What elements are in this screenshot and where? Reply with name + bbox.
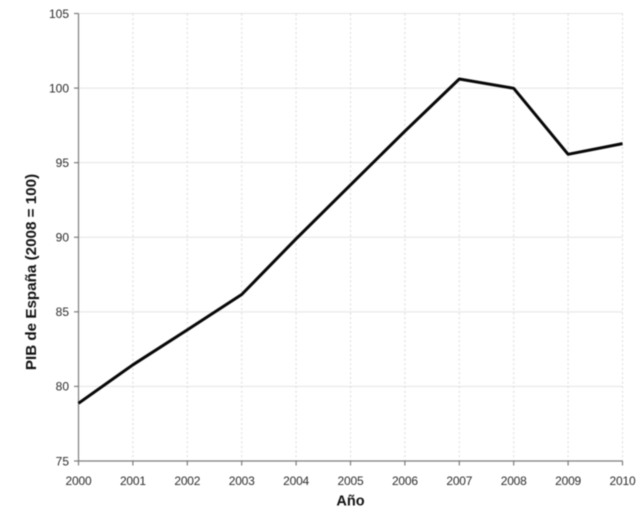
svg-text:85: 85 bbox=[56, 305, 70, 319]
svg-text:2004: 2004 bbox=[283, 474, 309, 488]
svg-text:2007: 2007 bbox=[446, 474, 472, 488]
svg-text:2005: 2005 bbox=[338, 474, 364, 488]
svg-text:2009: 2009 bbox=[555, 474, 581, 488]
svg-text:105: 105 bbox=[49, 7, 69, 21]
svg-text:75: 75 bbox=[56, 454, 70, 468]
svg-text:2010: 2010 bbox=[610, 474, 636, 488]
svg-text:2000: 2000 bbox=[66, 474, 92, 488]
svg-text:80: 80 bbox=[56, 380, 70, 394]
svg-text:Año: Año bbox=[336, 494, 364, 510]
svg-text:2003: 2003 bbox=[229, 474, 255, 488]
svg-text:2001: 2001 bbox=[120, 474, 146, 488]
svg-text:90: 90 bbox=[56, 231, 70, 245]
svg-text:100: 100 bbox=[49, 81, 69, 95]
svg-text:2008: 2008 bbox=[501, 474, 527, 488]
svg-text:PIB de España (2008 = 100): PIB de España (2008 = 100) bbox=[23, 174, 40, 370]
svg-text:2006: 2006 bbox=[392, 474, 418, 488]
svg-text:95: 95 bbox=[56, 156, 70, 170]
svg-text:2002: 2002 bbox=[174, 474, 200, 488]
